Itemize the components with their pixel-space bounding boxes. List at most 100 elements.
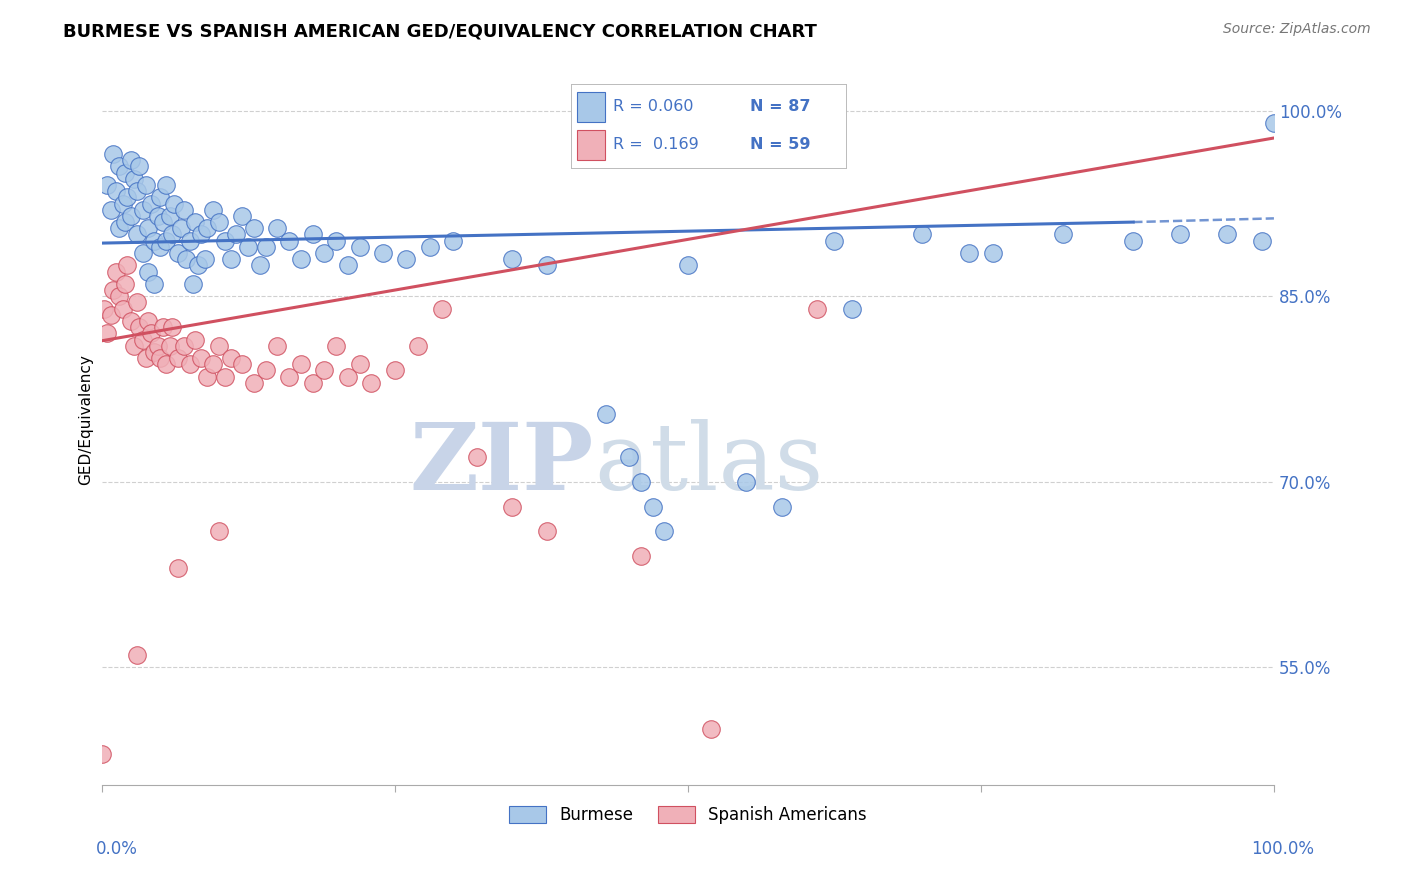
Point — [139, 326, 162, 341]
Point — [208, 524, 231, 539]
Point — [501, 252, 523, 267]
Point — [160, 227, 183, 242]
Point — [138, 314, 160, 328]
Point — [536, 524, 558, 539]
Point — [419, 240, 441, 254]
Point — [266, 221, 288, 235]
Point — [957, 246, 980, 260]
Point — [103, 147, 125, 161]
Point — [166, 561, 188, 575]
Point — [108, 289, 131, 303]
Point — [166, 246, 188, 260]
Point — [1251, 234, 1274, 248]
Text: Source: ZipAtlas.com: Source: ZipAtlas.com — [1223, 22, 1371, 37]
Point — [219, 252, 242, 267]
Point — [430, 301, 453, 316]
Point — [806, 301, 828, 316]
Point — [325, 339, 347, 353]
Point — [125, 295, 148, 310]
Point — [190, 351, 212, 365]
Point — [371, 246, 394, 260]
Point — [125, 184, 148, 198]
Point — [770, 500, 793, 514]
Point — [125, 648, 148, 662]
Text: atlas: atlas — [593, 418, 824, 508]
Point — [249, 258, 271, 272]
Point — [111, 196, 134, 211]
Point — [290, 357, 312, 371]
Point — [1052, 227, 1074, 242]
Point — [201, 357, 224, 371]
Point — [138, 264, 160, 278]
Point — [641, 500, 664, 514]
Point — [100, 202, 122, 217]
Point — [181, 277, 204, 291]
Point — [254, 363, 277, 377]
Point — [163, 196, 186, 211]
Point — [595, 407, 617, 421]
Point — [96, 326, 118, 341]
Point — [314, 363, 336, 377]
Point — [117, 190, 139, 204]
Legend: Burmese, Spanish Americans: Burmese, Spanish Americans — [502, 799, 873, 831]
Point — [104, 184, 127, 198]
Point — [124, 171, 146, 186]
Point — [170, 221, 193, 235]
Point — [114, 277, 136, 291]
Point — [301, 376, 323, 390]
Point — [231, 357, 253, 371]
Point — [114, 166, 136, 180]
Point — [159, 209, 181, 223]
Point — [384, 363, 406, 377]
Point — [135, 178, 157, 192]
Point — [90, 747, 112, 761]
Point — [266, 339, 288, 353]
Point — [131, 202, 153, 217]
Text: ZIP: ZIP — [409, 418, 593, 508]
Point — [349, 240, 371, 254]
Point — [103, 283, 125, 297]
Point — [201, 202, 224, 217]
Point — [501, 500, 523, 514]
Point — [630, 549, 652, 563]
Point — [143, 277, 166, 291]
Point — [120, 209, 142, 223]
Point — [630, 475, 652, 489]
Point — [278, 234, 301, 248]
Point — [243, 376, 266, 390]
Point — [135, 351, 157, 365]
Point — [104, 264, 127, 278]
Point — [149, 351, 172, 365]
Point — [194, 252, 217, 267]
Point — [120, 153, 142, 168]
Point — [336, 369, 359, 384]
Point — [173, 202, 195, 217]
Point — [231, 209, 253, 223]
Point — [117, 258, 139, 272]
Point — [1168, 227, 1191, 242]
Text: 100.0%: 100.0% — [1251, 840, 1315, 858]
Point — [173, 339, 195, 353]
Point — [336, 258, 359, 272]
Point — [125, 227, 148, 242]
Point — [325, 234, 347, 248]
Point — [395, 252, 418, 267]
Point — [314, 246, 336, 260]
Point — [195, 221, 218, 235]
Point — [254, 240, 277, 254]
Point — [441, 234, 464, 248]
Point — [155, 178, 177, 192]
Point — [111, 301, 134, 316]
Point — [179, 234, 201, 248]
Point — [301, 227, 323, 242]
Point — [146, 209, 169, 223]
Y-axis label: GED/Equivalency: GED/Equivalency — [79, 354, 93, 485]
Point — [1216, 227, 1239, 242]
Point — [149, 240, 172, 254]
Point — [190, 227, 212, 242]
Point — [465, 450, 488, 464]
Point — [124, 339, 146, 353]
Point — [160, 320, 183, 334]
Point — [152, 320, 174, 334]
Point — [184, 215, 207, 229]
